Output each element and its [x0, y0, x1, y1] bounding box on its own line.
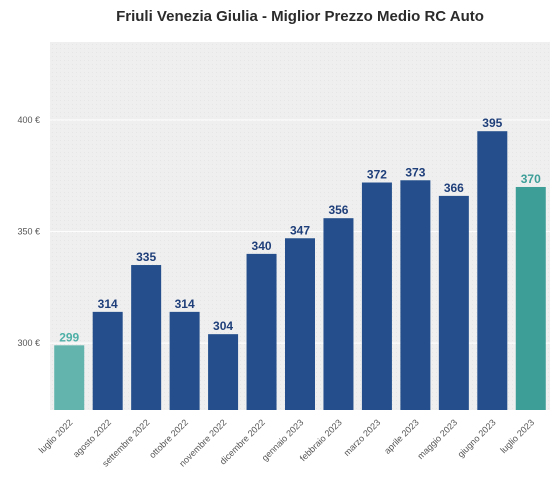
- x-tick-label: luglio 2023: [498, 417, 536, 455]
- x-tick-label: ottobre 2022: [147, 417, 190, 460]
- bar: [92, 311, 123, 410]
- bar: [54, 345, 85, 410]
- bar: [361, 182, 392, 410]
- bar: [515, 186, 546, 410]
- chart-title: Friuli Venezia Giulia - Miglior Prezzo M…: [116, 8, 484, 25]
- data-label: 366: [444, 181, 464, 195]
- bar: [438, 195, 469, 410]
- bar: [323, 218, 354, 410]
- data-label: 314: [175, 297, 195, 311]
- y-axis-ticks: 300 € 350 € 400 €: [17, 115, 40, 348]
- data-label: 314: [98, 297, 118, 311]
- x-tick-label: aprile 2023: [382, 417, 421, 456]
- data-label: 335: [136, 250, 156, 264]
- data-label: 340: [252, 239, 272, 253]
- bar: [477, 131, 508, 410]
- data-label: 372: [367, 168, 387, 182]
- y-tick-label: 400 €: [17, 115, 40, 125]
- data-label: 373: [405, 165, 425, 179]
- data-label: 370: [521, 172, 541, 186]
- bar: [246, 253, 277, 410]
- data-label: 356: [328, 203, 348, 217]
- bar: [169, 311, 200, 410]
- data-label: 304: [213, 319, 233, 333]
- bar: [285, 238, 315, 410]
- x-tick-label: giugno 2023: [456, 417, 498, 459]
- bar: [400, 180, 431, 410]
- bars: [54, 131, 546, 410]
- x-tick-label: luglio 2022: [37, 417, 75, 455]
- y-tick-label: 350 €: [17, 227, 40, 237]
- x-tick-label: agosto 2022: [71, 417, 113, 459]
- data-label: 347: [290, 223, 310, 237]
- data-label: 395: [482, 116, 502, 130]
- bar: [131, 265, 162, 410]
- y-tick-label: 300 €: [17, 338, 40, 348]
- x-tick-label: maggio 2023: [415, 417, 459, 461]
- x-tick-label: marzo 2023: [342, 417, 383, 458]
- data-labels: 299 314 335 314 304 340 347 356 372 373 366 395 370: [59, 116, 541, 344]
- data-label: 299: [59, 330, 79, 344]
- bar: [208, 334, 239, 410]
